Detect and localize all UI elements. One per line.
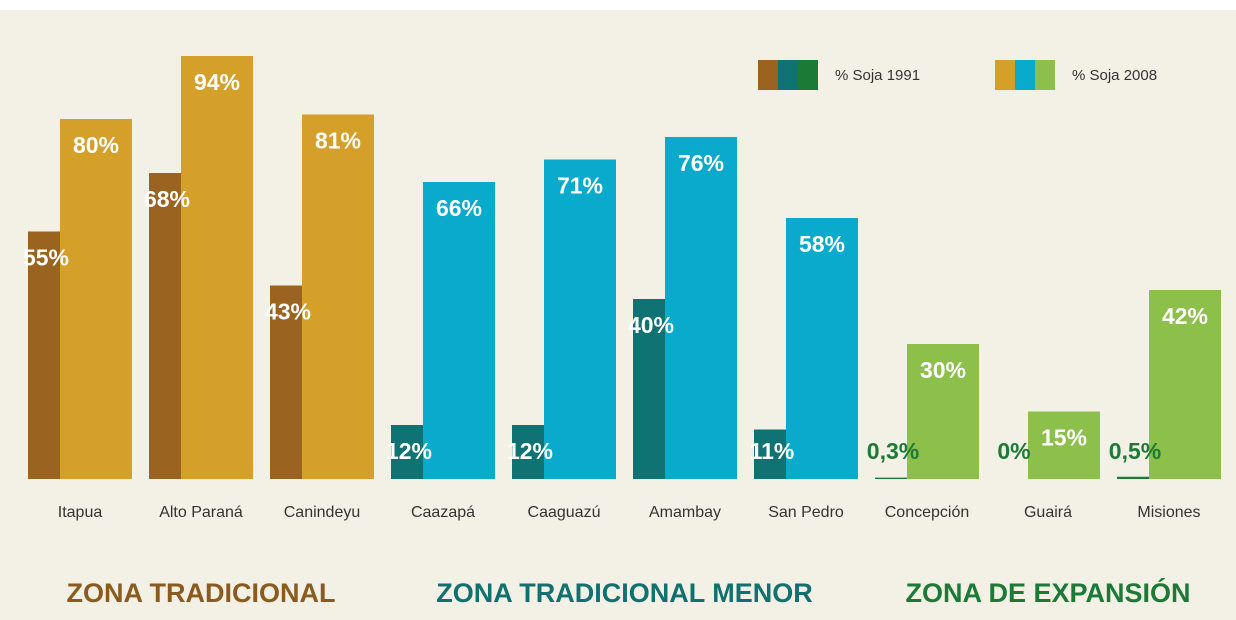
value-label: 0,3% bbox=[867, 438, 919, 464]
legend-swatch bbox=[995, 60, 1015, 90]
legend-label: % Soja 2008 bbox=[1072, 67, 1157, 84]
value-label: 30% bbox=[920, 357, 966, 383]
bar bbox=[1028, 411, 1100, 479]
value-label: 55% bbox=[23, 245, 69, 271]
value-label: 40% bbox=[628, 312, 674, 338]
x-tick-label: Caazapá bbox=[411, 504, 475, 521]
zone-label: ZONA TRADICIONAL MENOR bbox=[436, 578, 812, 608]
value-label: 66% bbox=[436, 195, 482, 221]
x-tick-label: Concepción bbox=[885, 504, 970, 521]
value-label: 12% bbox=[386, 438, 432, 464]
zone-label: ZONA TRADICIONAL bbox=[67, 578, 336, 608]
bar bbox=[181, 56, 253, 479]
value-label: 71% bbox=[557, 173, 603, 199]
value-label: 43% bbox=[265, 299, 311, 325]
x-tick-label: Amambay bbox=[649, 504, 721, 521]
value-label: 11% bbox=[750, 438, 795, 464]
x-tick-label: Alto Paraná bbox=[159, 504, 243, 521]
value-label: 0% bbox=[997, 438, 1030, 464]
bar bbox=[1149, 290, 1221, 479]
x-tick-label: Canindeyu bbox=[284, 504, 361, 521]
value-label: 42% bbox=[1162, 303, 1208, 329]
value-label: 76% bbox=[678, 150, 724, 176]
bar bbox=[544, 159, 616, 479]
value-label: 15% bbox=[1041, 425, 1087, 451]
bar bbox=[60, 119, 132, 479]
zone-label: ZONA DE EXPANSIÓN bbox=[905, 577, 1190, 608]
x-tick-label: Misiones bbox=[1137, 504, 1200, 521]
legend-swatch bbox=[778, 60, 798, 90]
value-label: 68% bbox=[144, 186, 190, 212]
x-tick-label: Guairá bbox=[1024, 504, 1072, 521]
legend-label: % Soja 1991 bbox=[835, 67, 920, 84]
value-label: 80% bbox=[73, 132, 119, 158]
legend-swatch bbox=[758, 60, 778, 90]
value-label: 58% bbox=[799, 231, 845, 257]
value-label: 94% bbox=[194, 69, 240, 95]
bar bbox=[907, 344, 979, 479]
bar bbox=[423, 182, 495, 479]
value-label: 12% bbox=[507, 438, 553, 464]
legend-swatch bbox=[1015, 60, 1035, 90]
legend-swatch bbox=[1035, 60, 1055, 90]
legend-swatch bbox=[798, 60, 818, 90]
bar bbox=[665, 137, 737, 479]
x-tick-label: Caaguazú bbox=[528, 504, 601, 521]
bar bbox=[786, 218, 858, 479]
x-tick-label: San Pedro bbox=[768, 504, 844, 521]
value-label: 0,5% bbox=[1109, 438, 1161, 464]
value-label: 81% bbox=[315, 128, 361, 154]
bar bbox=[302, 114, 374, 479]
x-tick-label: Itapua bbox=[58, 504, 103, 521]
